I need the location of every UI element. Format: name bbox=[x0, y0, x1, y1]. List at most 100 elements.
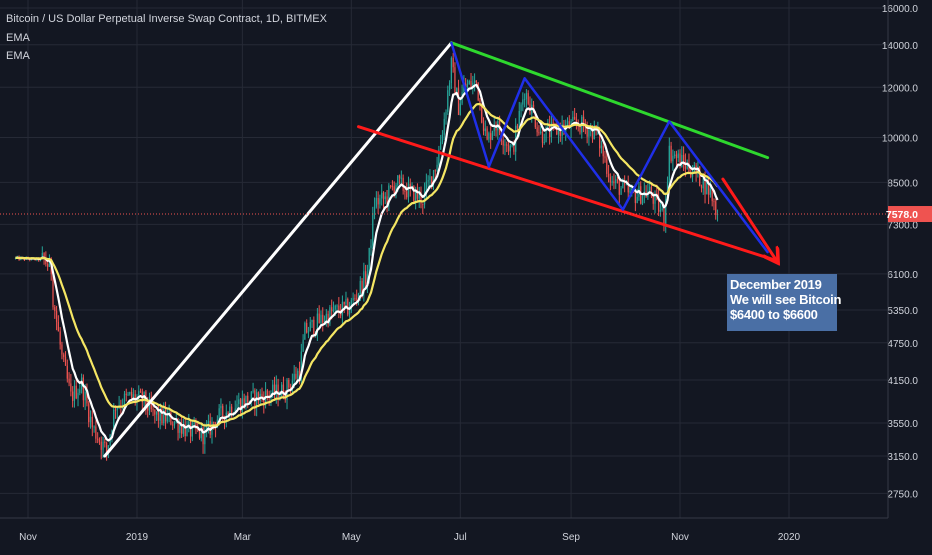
candle-body bbox=[384, 196, 386, 200]
candle-body bbox=[620, 188, 622, 195]
candle-body bbox=[323, 321, 326, 323]
candle-body bbox=[434, 170, 436, 172]
candle-body bbox=[540, 131, 542, 133]
candle-body bbox=[289, 387, 292, 389]
indicator-ema-2[interactable]: EMA bbox=[6, 50, 30, 62]
candle-body bbox=[261, 393, 263, 397]
candle-body bbox=[534, 112, 536, 128]
candle-body bbox=[345, 299, 347, 305]
candle-body bbox=[672, 155, 674, 162]
candle-body bbox=[241, 398, 243, 413]
candle-body bbox=[154, 409, 156, 415]
candle-body bbox=[706, 181, 708, 195]
candle-body bbox=[179, 425, 181, 433]
candle-body bbox=[104, 441, 106, 443]
candle-body bbox=[170, 412, 172, 425]
candle-body bbox=[681, 154, 683, 167]
candle-body bbox=[318, 313, 320, 323]
candle-body bbox=[641, 196, 644, 204]
indicator-ema-1[interactable]: EMA bbox=[6, 32, 30, 44]
candle-body bbox=[443, 118, 445, 135]
candle-body bbox=[432, 170, 435, 185]
candle-body bbox=[682, 154, 685, 163]
y-tick-label: 4750.0 bbox=[887, 339, 918, 350]
candle-body bbox=[649, 186, 651, 192]
candle-body bbox=[493, 125, 495, 132]
candle-body bbox=[286, 380, 288, 400]
candle-body bbox=[541, 131, 544, 143]
ema-fast-line bbox=[15, 83, 719, 442]
y-tick-label: 7300.0 bbox=[887, 220, 918, 231]
candle-body bbox=[654, 193, 656, 204]
candle-body bbox=[606, 158, 608, 174]
y-tick-label: 12000.0 bbox=[882, 83, 919, 94]
candle-body bbox=[372, 213, 374, 246]
y-tick-label: 14000.0 bbox=[882, 41, 919, 52]
candle-body bbox=[359, 281, 361, 294]
candle-body bbox=[97, 438, 99, 440]
candle-body bbox=[72, 391, 74, 401]
candle-body bbox=[418, 192, 420, 199]
candle-body bbox=[527, 93, 529, 104]
annotation-line-1: December 2019 bbox=[730, 277, 822, 292]
x-tick-label: 2020 bbox=[778, 532, 801, 543]
candle-body bbox=[370, 245, 372, 248]
candle-body bbox=[275, 384, 277, 395]
candle-body bbox=[566, 121, 569, 126]
candle-body bbox=[650, 186, 653, 196]
candle-body bbox=[257, 392, 260, 402]
candle-body bbox=[163, 409, 165, 424]
candle-body bbox=[222, 405, 224, 416]
grid bbox=[0, 0, 888, 518]
candle-body bbox=[297, 370, 299, 379]
candle-body bbox=[447, 90, 449, 112]
candle-body bbox=[657, 196, 660, 212]
candle-body bbox=[161, 408, 163, 424]
candle-body bbox=[477, 82, 479, 101]
candle-body bbox=[457, 88, 460, 115]
candle-body bbox=[427, 180, 429, 182]
candle-body bbox=[440, 141, 442, 150]
annotation-note[interactable]: December 2019 We will see Bitcoin $6400 … bbox=[727, 274, 841, 331]
candle-body bbox=[63, 354, 65, 357]
candle-body bbox=[316, 313, 319, 333]
candle-body bbox=[559, 128, 561, 136]
candle-body bbox=[47, 264, 49, 267]
candle-body bbox=[138, 391, 140, 398]
candle-body bbox=[95, 426, 97, 439]
candle-body bbox=[686, 162, 688, 169]
candle-body bbox=[379, 198, 381, 205]
candle-body bbox=[173, 421, 176, 426]
candle-body bbox=[157, 411, 160, 421]
candle-body bbox=[398, 175, 401, 179]
candle-body bbox=[615, 179, 617, 184]
candle-body bbox=[622, 181, 624, 189]
candle-body bbox=[218, 408, 220, 420]
last-price-badge bbox=[888, 206, 932, 223]
candle-body bbox=[624, 181, 626, 185]
candle-body bbox=[127, 394, 129, 396]
candle-body bbox=[125, 393, 127, 395]
candle-body bbox=[302, 339, 304, 352]
candle-body bbox=[552, 122, 554, 124]
x-tick-label: Sep bbox=[562, 532, 580, 543]
drawing-trendline bbox=[357, 125, 778, 263]
candle-body bbox=[488, 133, 490, 140]
candle-body bbox=[88, 403, 90, 423]
candle-body bbox=[322, 314, 324, 323]
candle-body bbox=[357, 293, 360, 299]
candle-body bbox=[61, 344, 63, 355]
y-tick-label: 3150.0 bbox=[887, 452, 918, 463]
candle-body bbox=[523, 99, 526, 101]
candle-body bbox=[123, 393, 126, 406]
candle-body bbox=[341, 301, 344, 316]
candle-body bbox=[429, 176, 431, 181]
candle-body bbox=[254, 390, 256, 407]
candle-body bbox=[91, 416, 93, 428]
candle-body bbox=[245, 395, 247, 408]
candle-body bbox=[45, 258, 47, 265]
candle-body bbox=[250, 391, 252, 402]
candle-body bbox=[407, 183, 410, 198]
candle-body bbox=[393, 186, 395, 194]
